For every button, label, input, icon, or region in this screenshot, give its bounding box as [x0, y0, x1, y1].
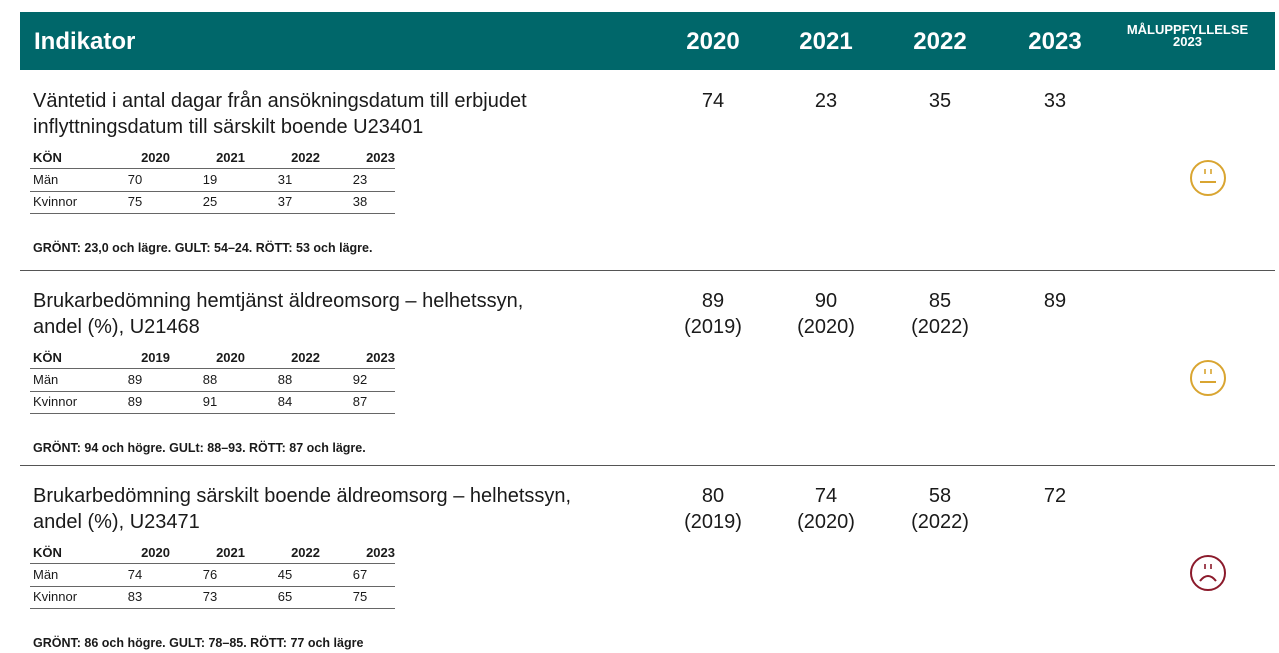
sub-line: [30, 608, 395, 609]
value-note: (2022): [911, 316, 969, 338]
sub-cell: 89: [127, 372, 143, 387]
sub-line: [30, 413, 395, 414]
sub-header: 2022: [291, 350, 320, 365]
sub-header: 2020: [216, 350, 245, 365]
sub-line: [30, 368, 395, 369]
sub-cell: 65: [277, 589, 293, 604]
status-icon: [1188, 358, 1228, 398]
sub-cell: Kvinnor: [33, 194, 78, 209]
criteria: GRÖNT: 86 och högre. GULT: 78–85. RÖTT: …: [33, 636, 364, 650]
sub-line: [30, 168, 395, 169]
sub-cell: 25: [202, 194, 218, 209]
indicator-title: andel (%), U21468: [33, 316, 200, 338]
sub-cell: Kvinnor: [33, 394, 78, 409]
sub-header: KÖN: [33, 350, 62, 365]
sub-cell: 88: [277, 372, 293, 387]
sub-cell: 74: [127, 567, 143, 582]
sub-cell: 45: [277, 567, 293, 582]
value: 58: [928, 485, 952, 507]
sub-cell: 19: [202, 172, 218, 187]
indicator-title: inflyttningsdatum till särskilt boende U…: [33, 116, 424, 138]
value-note: (2022): [911, 511, 969, 533]
value-note: (2019): [684, 511, 742, 533]
sub-header: 2021: [216, 150, 245, 165]
indicator-title: Väntetid i antal dagar från ansökningsda…: [33, 90, 527, 112]
value: 74: [814, 485, 838, 507]
sub-header: 2023: [366, 350, 395, 365]
sub-cell: 73: [202, 589, 218, 604]
sub-cell: 76: [202, 567, 218, 582]
value: 85: [928, 290, 952, 312]
sub-header: 2020: [141, 545, 170, 560]
sub-cell: 91: [202, 394, 218, 409]
sub-line: [30, 391, 395, 392]
sub-header: 2020: [141, 150, 170, 165]
criteria: GRÖNT: 23,0 och lägre. GULT: 54–24. RÖTT…: [33, 241, 373, 255]
sub-cell: 31: [277, 172, 293, 187]
criteria: GRÖNT: 94 och högre. GULt: 88–93. RÖTT: …: [33, 441, 366, 455]
sub-cell: 23: [352, 172, 368, 187]
sub-cell: Män: [33, 567, 59, 582]
smiley: [1190, 555, 1226, 591]
header-year: 2022: [913, 28, 967, 55]
sub-cell: 92: [352, 372, 368, 387]
sub-cell: 89: [127, 394, 143, 409]
header-goal: 2023: [1173, 34, 1202, 49]
sub-cell: 83: [127, 589, 143, 604]
header-title: Indikator: [34, 28, 136, 55]
sub-cell: Kvinnor: [33, 589, 78, 604]
sub-header: KÖN: [33, 150, 62, 165]
indicator-title: Brukarbedömning hemtjänst äldreomsorg – …: [33, 290, 524, 312]
value: 23: [814, 90, 838, 112]
value: 74: [701, 90, 725, 112]
header-year: 2023: [1028, 28, 1082, 55]
sub-header: 2022: [291, 545, 320, 560]
smiley: [1190, 160, 1226, 196]
sub-header: 2021: [216, 545, 245, 560]
sub-header: 2019: [141, 350, 170, 365]
smiley: [1190, 360, 1226, 396]
value: 90: [814, 290, 838, 312]
sub-header: KÖN: [33, 545, 62, 560]
value: 35: [928, 90, 952, 112]
indicator-title: andel (%), U23471: [33, 511, 200, 533]
row-separator: [20, 270, 1275, 271]
status-icon: [1188, 553, 1228, 593]
value: 89: [1043, 290, 1067, 312]
sub-cell: 75: [127, 194, 143, 209]
header-year: 2021: [799, 28, 853, 55]
sub-line: [30, 191, 395, 192]
sub-cell: 37: [277, 194, 293, 209]
sub-cell: 70: [127, 172, 143, 187]
sub-line: [30, 586, 395, 587]
header-year: 2020: [686, 28, 740, 55]
sub-cell: 87: [352, 394, 368, 409]
sub-cell: 38: [352, 194, 368, 209]
sub-header: 2023: [366, 150, 395, 165]
sub-line: [30, 213, 395, 214]
sub-cell: 67: [352, 567, 368, 582]
sub-header: 2022: [291, 150, 320, 165]
value-note: (2019): [684, 316, 742, 338]
sub-cell: 88: [202, 372, 218, 387]
row-separator: [20, 465, 1275, 466]
indicator-title: Brukarbedömning särskilt boende äldreoms…: [33, 485, 572, 507]
sub-cell: 84: [277, 394, 293, 409]
sub-cell: Män: [33, 172, 59, 187]
value: 80: [701, 485, 725, 507]
sub-header: 2023: [366, 545, 395, 560]
header-bar: [20, 12, 1275, 70]
value: 89: [701, 290, 725, 312]
sub-line: [30, 563, 395, 564]
sub-cell: 75: [352, 589, 368, 604]
status-icon: [1188, 158, 1228, 198]
value-note: (2020): [797, 316, 855, 338]
sub-cell: Män: [33, 372, 59, 387]
value-note: (2020): [797, 511, 855, 533]
value: 33: [1043, 90, 1067, 112]
header-goal: MÅLUPPFYLLELSE: [1126, 22, 1249, 37]
value: 72: [1043, 485, 1067, 507]
